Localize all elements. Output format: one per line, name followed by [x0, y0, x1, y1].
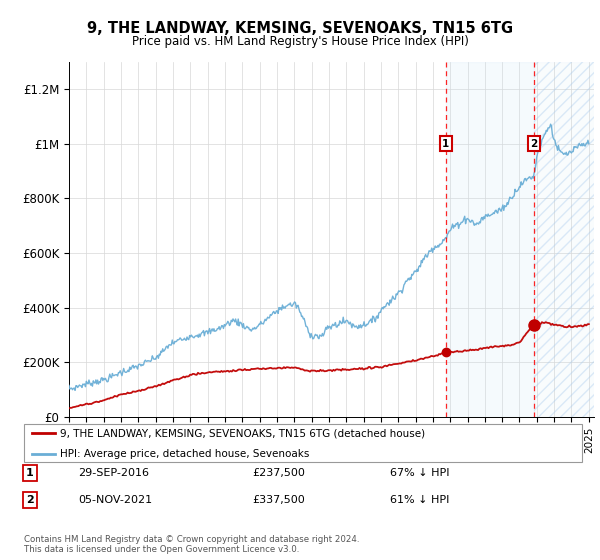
FancyBboxPatch shape — [24, 424, 582, 462]
Text: 29-SEP-2016: 29-SEP-2016 — [78, 468, 149, 478]
Bar — [534, 62, 600, 417]
Text: Contains HM Land Registry data © Crown copyright and database right 2024.
This d: Contains HM Land Registry data © Crown c… — [24, 535, 359, 554]
Bar — [446, 62, 534, 417]
Text: 05-NOV-2021: 05-NOV-2021 — [78, 495, 152, 505]
Text: 9, THE LANDWAY, KEMSING, SEVENOAKS, TN15 6TG: 9, THE LANDWAY, KEMSING, SEVENOAKS, TN15… — [87, 21, 513, 36]
Text: HPI: Average price, detached house, Sevenoaks: HPI: Average price, detached house, Seve… — [60, 449, 310, 459]
Text: 67% ↓ HPI: 67% ↓ HPI — [390, 468, 449, 478]
Text: 2: 2 — [26, 495, 34, 505]
Text: 61% ↓ HPI: 61% ↓ HPI — [390, 495, 449, 505]
Text: 1: 1 — [442, 139, 449, 148]
Bar — [534, 62, 600, 417]
Text: 9, THE LANDWAY, KEMSING, SEVENOAKS, TN15 6TG (detached house): 9, THE LANDWAY, KEMSING, SEVENOAKS, TN15… — [60, 428, 425, 438]
Text: £337,500: £337,500 — [252, 495, 305, 505]
Text: £237,500: £237,500 — [252, 468, 305, 478]
Text: 2: 2 — [530, 139, 538, 148]
Text: 1: 1 — [26, 468, 34, 478]
Text: Price paid vs. HM Land Registry's House Price Index (HPI): Price paid vs. HM Land Registry's House … — [131, 35, 469, 48]
